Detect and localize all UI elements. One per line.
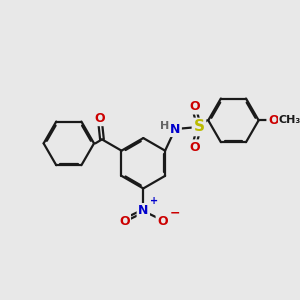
Text: O: O: [189, 100, 200, 113]
Text: O: O: [157, 214, 168, 228]
Text: S: S: [194, 119, 205, 134]
Text: N: N: [170, 122, 180, 136]
Text: O: O: [94, 112, 105, 125]
Text: −: −: [170, 206, 180, 219]
Text: N: N: [138, 205, 148, 218]
Text: O: O: [189, 141, 200, 154]
Text: CH₃: CH₃: [278, 115, 300, 125]
Text: O: O: [119, 214, 130, 228]
Text: O: O: [268, 114, 278, 127]
Text: H: H: [160, 121, 170, 131]
Text: +: +: [151, 196, 159, 206]
